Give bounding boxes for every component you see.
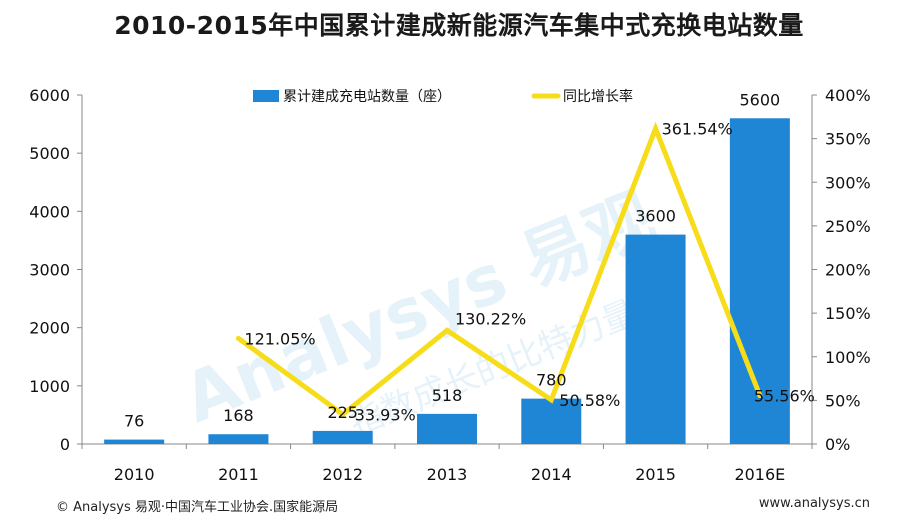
x-tick-label: 2015: [635, 465, 676, 484]
bar: [521, 398, 582, 444]
bar-value-label: 518: [432, 386, 463, 405]
bar-value-label: 225: [327, 403, 358, 422]
legend: 累计建成充电站数量（座） 同比增长率: [253, 88, 633, 105]
y-left-tick-label: 3000: [29, 261, 70, 280]
x-tick-label: 2014: [531, 465, 572, 484]
bar: [312, 430, 373, 444]
line-point: [340, 411, 346, 417]
bar-value-label: 168: [223, 406, 254, 425]
line-value-label: 121.05%: [244, 329, 315, 348]
bar: [625, 234, 686, 444]
website-url: www.analysys.cn: [758, 496, 870, 511]
y-left-tick-label: 2000: [29, 319, 70, 338]
line-point: [235, 335, 241, 341]
y-left-tick-label: 6000: [29, 86, 70, 105]
y-right-tick-label: 150%: [825, 304, 871, 323]
y-left-tick-label: 0: [60, 435, 70, 454]
line-series: [235, 121, 763, 418]
line-value-label: 130.22%: [455, 309, 526, 328]
line-value-label: 33.93%: [355, 405, 416, 424]
chart-title: 2010-2015年中国累计建成新能源汽车集中式充换电站数量: [114, 11, 804, 40]
x-tick-label: 2016E: [734, 465, 785, 484]
line-point: [653, 126, 659, 132]
line-value-label: 55.56%: [754, 387, 815, 406]
legend-line-label: 同比增长率: [563, 88, 633, 105]
y-right-tick-label: 0%: [825, 435, 850, 454]
y-right-tick-label: 250%: [825, 217, 871, 236]
y-left-tick-label: 4000: [29, 202, 70, 221]
line-point: [444, 327, 450, 333]
y-right-tick-label: 50%: [825, 391, 861, 410]
bar-value-label: 3600: [635, 207, 676, 226]
bar: [417, 413, 477, 444]
x-tick-label: 2012: [322, 465, 363, 484]
x-tick-label: 2013: [427, 465, 468, 484]
line-point: [757, 393, 763, 399]
y-right-tick-label: 350%: [825, 130, 871, 149]
y-right-tick-label: 200%: [825, 261, 871, 280]
y-right-tick-label: 100%: [825, 348, 871, 367]
line-value-label: 361.54%: [662, 120, 733, 139]
legend-bar-label: 累计建成充电站数量（座）: [283, 89, 451, 105]
legend-bar-swatch: [253, 90, 279, 102]
data-labels: 76 168 225 518 780 3600 5600 121.05% 33.93% 130.2…: [124, 90, 815, 430]
source-note: © Analysys 易观·中国汽车工业协会.国家能源局: [56, 500, 339, 515]
growth-rate-line: [235, 121, 763, 418]
bar-value-label: 5600: [739, 90, 780, 109]
line-value-label: 50.58%: [559, 391, 620, 410]
axes: 0 1000 2000 3000 4000 5000 6000 0% 50% 100% 150% 20…: [29, 86, 870, 484]
line-point: [548, 397, 554, 403]
y-left-tick-label: 5000: [29, 144, 70, 163]
x-tick-label: 2010: [114, 465, 155, 484]
bar-series: [104, 118, 790, 445]
x-tick-label: 2011: [218, 465, 259, 484]
y-right-tick-label: 300%: [825, 173, 871, 192]
bar: [208, 434, 269, 444]
bar: [104, 439, 165, 444]
y-right-tick-label: 400%: [825, 86, 871, 105]
bar-value-label: 76: [124, 412, 144, 431]
y-left-tick-label: 1000: [29, 377, 70, 396]
bar-value-label: 780: [536, 371, 567, 390]
